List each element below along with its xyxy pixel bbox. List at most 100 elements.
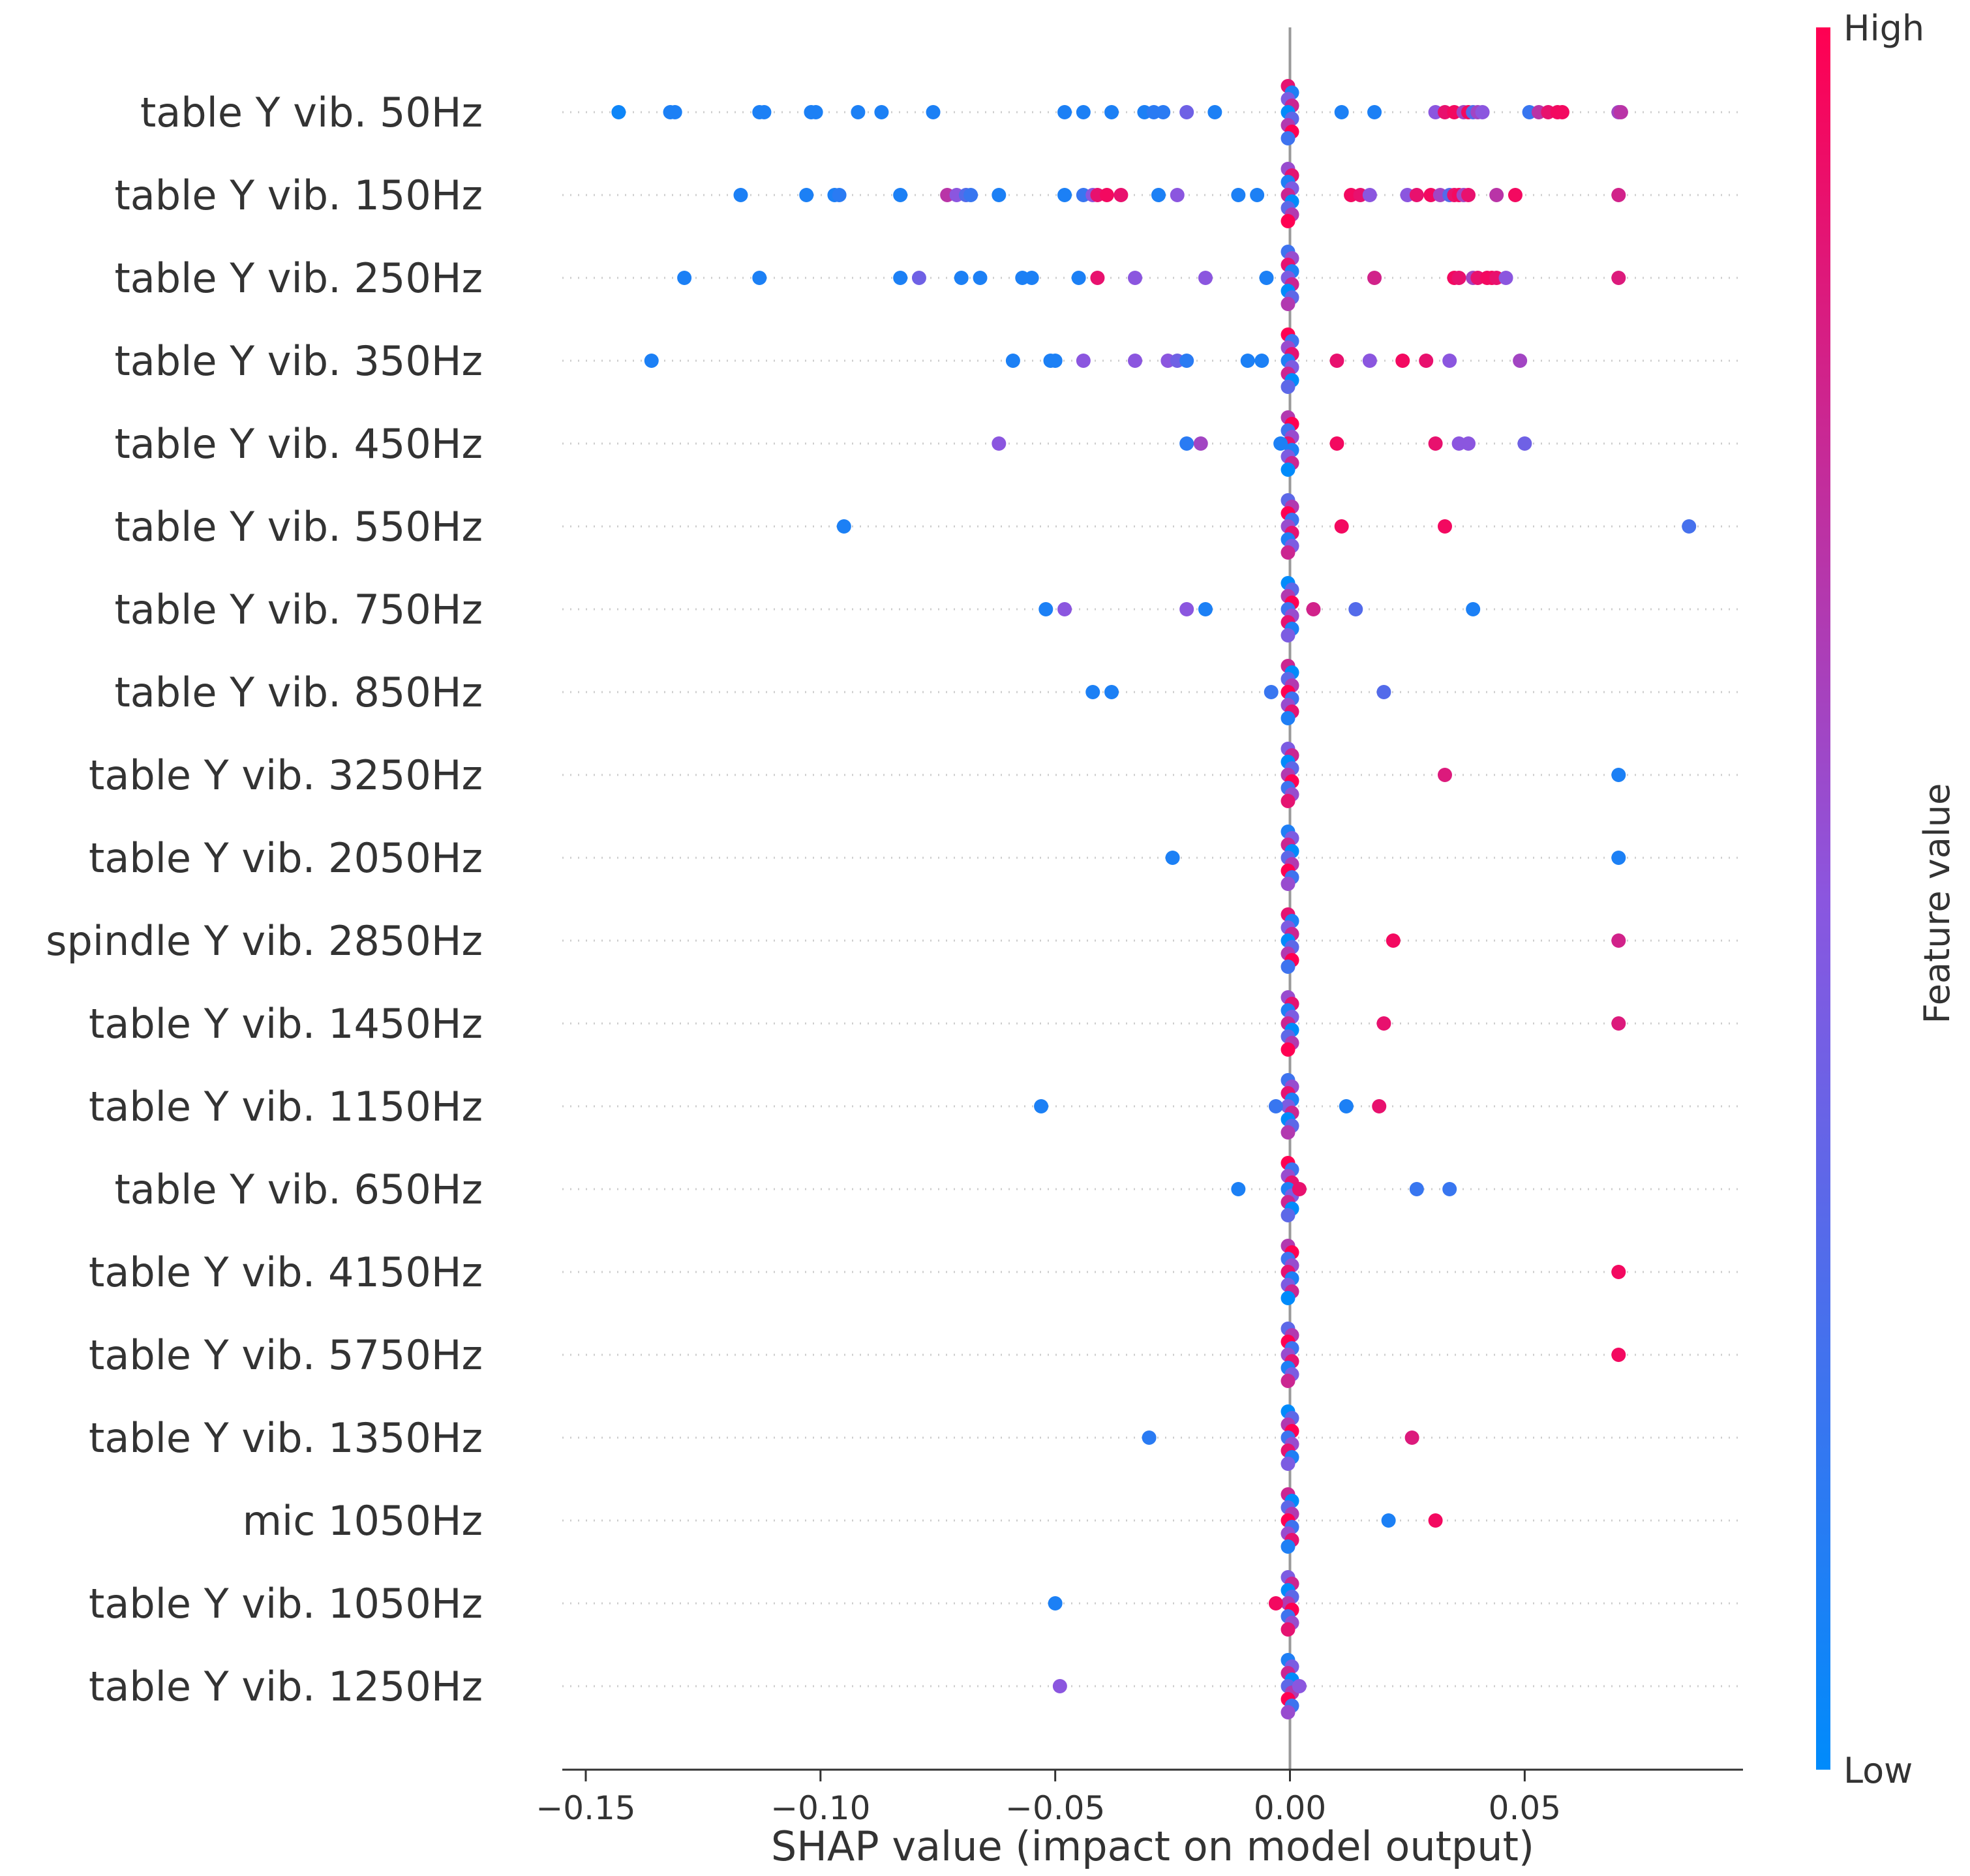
data-point	[1461, 436, 1476, 451]
feature-label: table Y vib. 550Hz	[114, 503, 483, 551]
data-point	[1611, 768, 1626, 782]
data-point	[1409, 188, 1424, 202]
data-point	[1052, 1679, 1067, 1693]
data-point	[1362, 188, 1377, 202]
data-point	[1250, 188, 1265, 202]
feature-label: table Y vib. 1350Hz	[89, 1414, 483, 1462]
data-point	[1611, 851, 1626, 865]
data-point	[1231, 188, 1246, 202]
feature-label: table Y vib. 5750Hz	[89, 1331, 483, 1379]
colorbar-title: Feature value	[1917, 783, 1958, 1024]
data-point	[1611, 271, 1626, 285]
data-point	[926, 105, 941, 119]
data-point	[1057, 105, 1072, 119]
data-point	[1386, 933, 1401, 948]
data-point	[1099, 188, 1114, 202]
data-point	[1240, 354, 1255, 368]
colorbar	[1816, 27, 1830, 1770]
data-point	[1611, 1265, 1626, 1279]
feature-label: table Y vib. 2050Hz	[89, 834, 483, 882]
data-point	[1254, 354, 1269, 368]
feature-label: table Y vib. 1250Hz	[89, 1663, 483, 1710]
data-point	[799, 188, 814, 202]
data-point	[851, 105, 866, 119]
data-point	[1085, 685, 1100, 699]
data-point	[1428, 436, 1443, 451]
data-point	[893, 271, 908, 285]
data-point	[1071, 271, 1086, 285]
data-point	[1489, 188, 1504, 202]
data-point	[1207, 105, 1222, 119]
near-zero-dot	[1280, 1291, 1296, 1305]
data-point	[832, 188, 847, 202]
data-point	[1613, 105, 1628, 119]
data-point	[874, 105, 889, 119]
data-point	[1090, 271, 1105, 285]
near-zero-dot	[1280, 214, 1296, 228]
data-point	[1611, 1348, 1626, 1362]
data-point	[1268, 1596, 1283, 1611]
data-point	[1104, 685, 1119, 699]
data-point	[1114, 188, 1129, 202]
x-axis-ticks: −0.15 −0.10 −0.05 0.00 0.05	[536, 1770, 1561, 1827]
feature-label: spindle Y vib. 2850Hz	[46, 917, 483, 965]
data-point	[1057, 188, 1072, 202]
data-point	[667, 105, 682, 119]
feature-label: table Y vib. 1450Hz	[89, 1000, 483, 1048]
data-point	[1513, 354, 1528, 368]
data-point	[1048, 354, 1063, 368]
data-point	[1193, 436, 1208, 451]
near-zero-dot	[1280, 1125, 1296, 1140]
data-point	[677, 271, 692, 285]
near-zero-dot	[1280, 1042, 1296, 1057]
near-zero-dot	[1280, 711, 1296, 725]
data-point	[893, 188, 908, 202]
colorbar-low-label: Low	[1843, 1750, 1913, 1791]
data-point	[1419, 354, 1434, 368]
data-point	[1381, 1513, 1396, 1528]
near-zero-dot	[1280, 1457, 1296, 1471]
data-point	[1198, 271, 1213, 285]
row-guide-lines	[562, 111, 1743, 1687]
feature-label: table Y vib. 450Hz	[114, 420, 483, 468]
data-point	[1057, 602, 1072, 616]
feature-label: table Y vib. 750Hz	[114, 586, 483, 633]
data-point	[1611, 933, 1626, 948]
feature-label: mic 1050Hz	[243, 1497, 483, 1545]
data-point	[973, 271, 988, 285]
feature-label: table Y vib. 350Hz	[114, 337, 483, 385]
data-point	[1179, 602, 1194, 616]
data-point	[1438, 768, 1453, 782]
near-zero-dot	[1280, 877, 1296, 891]
data-point	[1348, 602, 1363, 616]
near-zero-dot	[1280, 960, 1296, 974]
data-point	[1339, 1099, 1354, 1113]
near-zero-dot	[1280, 794, 1296, 808]
data-point	[1395, 354, 1410, 368]
data-point	[1179, 436, 1194, 451]
data-point	[611, 105, 626, 119]
data-point	[911, 271, 926, 285]
feature-label: table Y vib. 4150Hz	[89, 1248, 483, 1296]
data-point	[1264, 685, 1279, 699]
data-point	[644, 354, 659, 368]
data-point	[1442, 1182, 1457, 1196]
data-point	[992, 188, 1007, 202]
data-point	[1611, 188, 1626, 202]
data-point	[808, 105, 823, 119]
data-point	[1475, 105, 1490, 119]
feature-label: table Y vib. 1150Hz	[89, 1083, 483, 1130]
data-point	[1334, 519, 1349, 534]
data-point	[1682, 519, 1697, 534]
near-zero-dot	[1280, 131, 1296, 145]
data-point	[1334, 105, 1349, 119]
feature-label: table Y vib. 1050Hz	[89, 1580, 483, 1627]
near-zero-dot	[1280, 380, 1296, 394]
data-point	[733, 188, 748, 202]
data-point	[1554, 105, 1569, 119]
near-zero-dot	[1280, 1622, 1296, 1637]
data-point	[1372, 1099, 1387, 1113]
data-point	[1128, 354, 1143, 368]
near-zero-dot	[1280, 462, 1296, 477]
